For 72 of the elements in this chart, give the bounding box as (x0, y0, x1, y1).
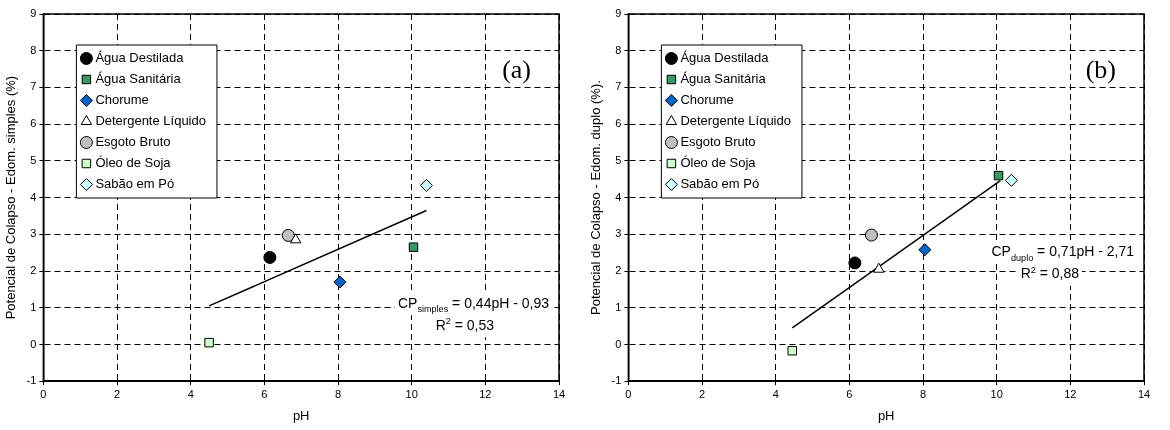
x-tick-label: 14 (1137, 387, 1151, 400)
legend-label: Sabão em Pó (680, 176, 760, 192)
x-tick-label: 0 (40, 387, 47, 400)
point (204, 337, 214, 348)
x-tick-label: 2 (698, 387, 706, 400)
y-tick-label: 0 (30, 337, 37, 350)
point (918, 243, 932, 257)
x-tick-label: 6 (846, 387, 853, 400)
y-tick-label: 4 (30, 190, 37, 203)
point (848, 256, 862, 270)
point (419, 178, 433, 192)
x-tick-label: 6 (261, 387, 268, 400)
x-tick-label: 12 (479, 387, 492, 400)
y-tick-label: 3 (30, 227, 37, 240)
point (787, 345, 798, 356)
point (333, 275, 347, 289)
y-tick-label: 1 (30, 300, 37, 313)
legend-label: Esgoto Bruto (680, 134, 756, 150)
x-tick-label: 4 (772, 387, 779, 400)
y-axis-title: Potencial de Colapso - Edom. simples (%) (3, 75, 19, 320)
legend-label: Chorume (95, 92, 149, 108)
legend-label: Água Sanitária (680, 71, 767, 87)
y-tick-label: 3 (615, 227, 622, 240)
y-tick-label: 1 (615, 300, 622, 313)
x-tick-label: 0 (625, 387, 632, 400)
y-tick-label: 9 (30, 7, 37, 20)
annotation: (a) (502, 55, 531, 84)
x-tick-label: 10 (990, 387, 1003, 400)
y-tick-label: 6 (30, 117, 37, 130)
legend-label: Chorume (680, 92, 734, 108)
point (873, 262, 885, 273)
point (263, 250, 277, 264)
legend-label: Sabão em Pó (95, 176, 175, 192)
y-tick-label: 5 (30, 153, 37, 166)
point (993, 170, 1004, 181)
point (864, 228, 878, 242)
point (289, 233, 302, 244)
legend-label: Óleo de Soja (680, 155, 757, 171)
legend-label: Detergente Líquido (680, 113, 791, 129)
x-tick-label: 8 (919, 387, 927, 400)
annotation: (b) (1085, 55, 1116, 84)
y-tick-label: 4 (615, 190, 622, 203)
point (408, 242, 419, 252)
y-tick-label: 0 (615, 337, 622, 350)
y-tick-label: -1 (611, 374, 622, 387)
legend-label: Água Destilada (95, 50, 185, 66)
x-tick-label: 8 (334, 387, 342, 400)
y-tick-label: 5 (615, 153, 622, 166)
point (281, 228, 295, 242)
y-tick-label: 9 (615, 7, 622, 20)
y-tick-label: 2 (30, 264, 37, 277)
y-tick-label: -1 (26, 374, 37, 387)
legend-label: Água Sanitária (95, 71, 182, 87)
x-axis-title: pH (877, 407, 895, 423)
legend-label: Detergente Líquido (95, 113, 206, 129)
x-tick-label: 12 (1064, 387, 1077, 400)
legend-label: Esgoto Bruto (95, 134, 171, 150)
y-axis-title: Potencial de Colapso - Edom. duplo (%). (588, 80, 604, 316)
y-tick-label: 7 (30, 80, 37, 93)
legend-label: Água Destilada (680, 50, 770, 66)
point (1004, 173, 1018, 187)
x-tick-label: 2 (113, 387, 121, 400)
x-tick-label: 14 (552, 387, 566, 400)
legend-label: Óleo de Soja (95, 155, 172, 171)
y-tick-label: 6 (615, 117, 622, 130)
x-tick-label: 4 (187, 387, 194, 400)
y-tick-label: 8 (615, 43, 622, 56)
y-tick-label: 2 (615, 264, 622, 277)
y-tick-label: 8 (30, 43, 37, 56)
x-axis-title: pH (292, 407, 310, 423)
y-tick-label: 7 (615, 80, 622, 93)
x-tick-label: 10 (405, 387, 418, 400)
